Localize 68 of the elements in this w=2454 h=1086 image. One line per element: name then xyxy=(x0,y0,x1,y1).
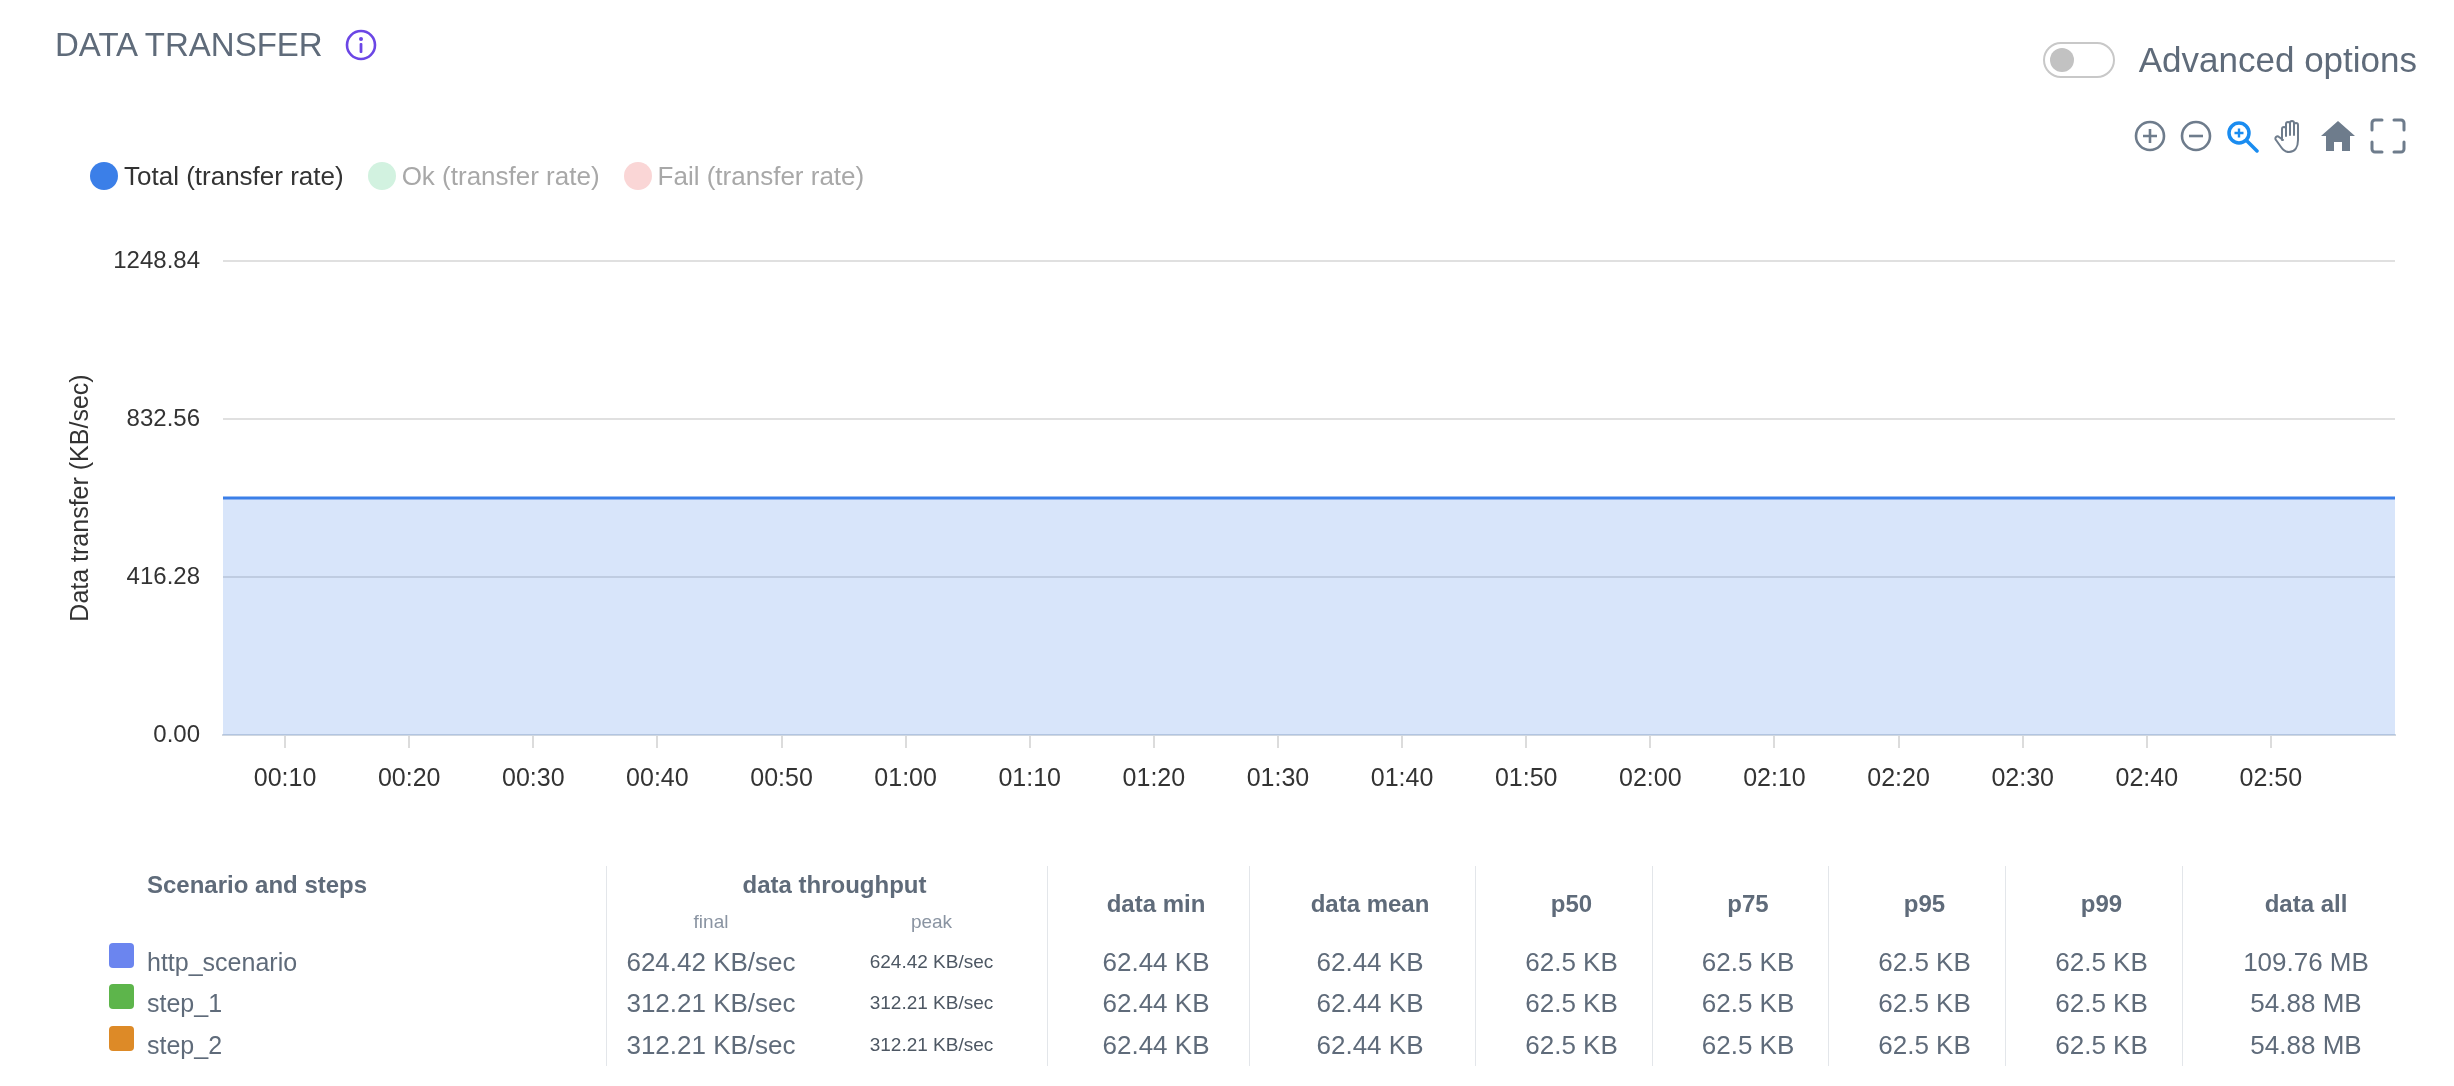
category-label: p50 xyxy=(1550,889,1593,919)
y-tick-label: 1248.84 xyxy=(113,245,200,273)
text: data throughput xyxy=(742,870,927,900)
y-tick-label: 0.00 xyxy=(153,719,200,747)
legend-label: step_1 xyxy=(147,988,223,1018)
data-label: 624.42 KB/sec xyxy=(626,947,796,977)
legend-label: step_2 xyxy=(147,1030,223,1060)
data-label: 62.5 KB xyxy=(1878,988,1971,1018)
x-tick-label: 00:30 xyxy=(502,762,565,791)
legend-label: Total (transfer rate) xyxy=(124,161,344,191)
y-tick-label: 832.56 xyxy=(126,403,200,431)
data-label: 54.88 MB xyxy=(2250,988,2362,1018)
data-label: 62.44 KB xyxy=(1316,947,1424,977)
x-tick-label: 02:30 xyxy=(1991,762,2054,791)
data-label: 62.44 KB xyxy=(1102,947,1210,977)
data-label: 312.21 KB/sec xyxy=(869,991,994,1015)
data-label: 62.44 KB xyxy=(1102,1030,1210,1060)
data-label: 62.44 KB xyxy=(1316,1030,1424,1060)
category-label: p75 xyxy=(1727,889,1769,919)
chart-title: DATA TRANSFER xyxy=(55,25,323,65)
data-label: 62.44 KB xyxy=(1102,988,1210,1018)
x-tick-label: 00:20 xyxy=(377,762,441,791)
data-label: 62.5 KB xyxy=(1701,947,1795,977)
x-tick-label: 00:50 xyxy=(750,762,813,791)
category-label: data all xyxy=(2264,889,2348,919)
x-tick-label: 01:20 xyxy=(1122,762,1186,791)
data-label: 109.76 MB xyxy=(2243,947,2369,977)
data-label: 62.5 KB xyxy=(2055,947,2148,977)
legend-label: Ok (transfer rate) xyxy=(401,161,600,191)
x-tick-label: 02:50 xyxy=(2239,762,2303,791)
category-label: peak xyxy=(910,910,953,934)
data-label: 312.21 KB/sec xyxy=(626,1030,796,1060)
legend-label: http_scenario xyxy=(147,947,298,977)
x-tick-label: 00:10 xyxy=(253,762,317,791)
legend-label: Fail (transfer rate) xyxy=(657,161,865,191)
x-tick-label: 00:40 xyxy=(626,762,689,791)
x-tick-label: 01:30 xyxy=(1246,762,1310,791)
data-label: 62.5 KB xyxy=(1525,947,1618,977)
x-tick-label: 01:10 xyxy=(998,762,1062,791)
data-label: 624.42 KB/sec xyxy=(869,950,994,974)
x-tick-label: 01:40 xyxy=(1370,762,1434,791)
category-label: final xyxy=(693,910,729,934)
y-axis-title: Data transfer (KB/sec) xyxy=(64,374,93,622)
data-label: 62.5 KB xyxy=(1878,1030,1971,1060)
legend-title: Scenario and steps xyxy=(147,870,368,900)
x-tick-label: 02:10 xyxy=(1743,762,1806,791)
category-label: p95 xyxy=(1903,889,1946,919)
data-label: 312.21 KB/sec xyxy=(869,1033,994,1057)
data-label: 62.5 KB xyxy=(1878,947,1971,977)
data-label: 62.44 KB xyxy=(1316,988,1424,1018)
data-label: 62.5 KB xyxy=(2055,988,2148,1018)
data-label: 54.88 MB xyxy=(2250,1030,2362,1060)
data-label: 62.5 KB xyxy=(1701,988,1795,1018)
x-tick-label: 01:00 xyxy=(874,762,937,791)
text: Advanced options xyxy=(2138,40,2417,80)
x-tick-label: 02:20 xyxy=(1867,762,1930,791)
x-tick-label: 02:40 xyxy=(2115,762,2179,791)
x-tick-label: 02:00 xyxy=(1619,762,1682,791)
y-tick-label: 416.28 xyxy=(126,561,200,589)
category-label: data min xyxy=(1106,889,1206,919)
category-label: p99 xyxy=(2080,889,2123,919)
x-tick-label: 01:50 xyxy=(1494,762,1558,791)
category-label: data mean xyxy=(1310,889,1430,919)
data-label: 62.5 KB xyxy=(2055,1030,2148,1060)
data-label: 312.21 KB/sec xyxy=(626,988,796,1018)
data-label: 62.5 KB xyxy=(1701,1030,1795,1060)
data-label: 62.5 KB xyxy=(1525,1030,1618,1060)
data-label: 62.5 KB xyxy=(1525,988,1618,1018)
